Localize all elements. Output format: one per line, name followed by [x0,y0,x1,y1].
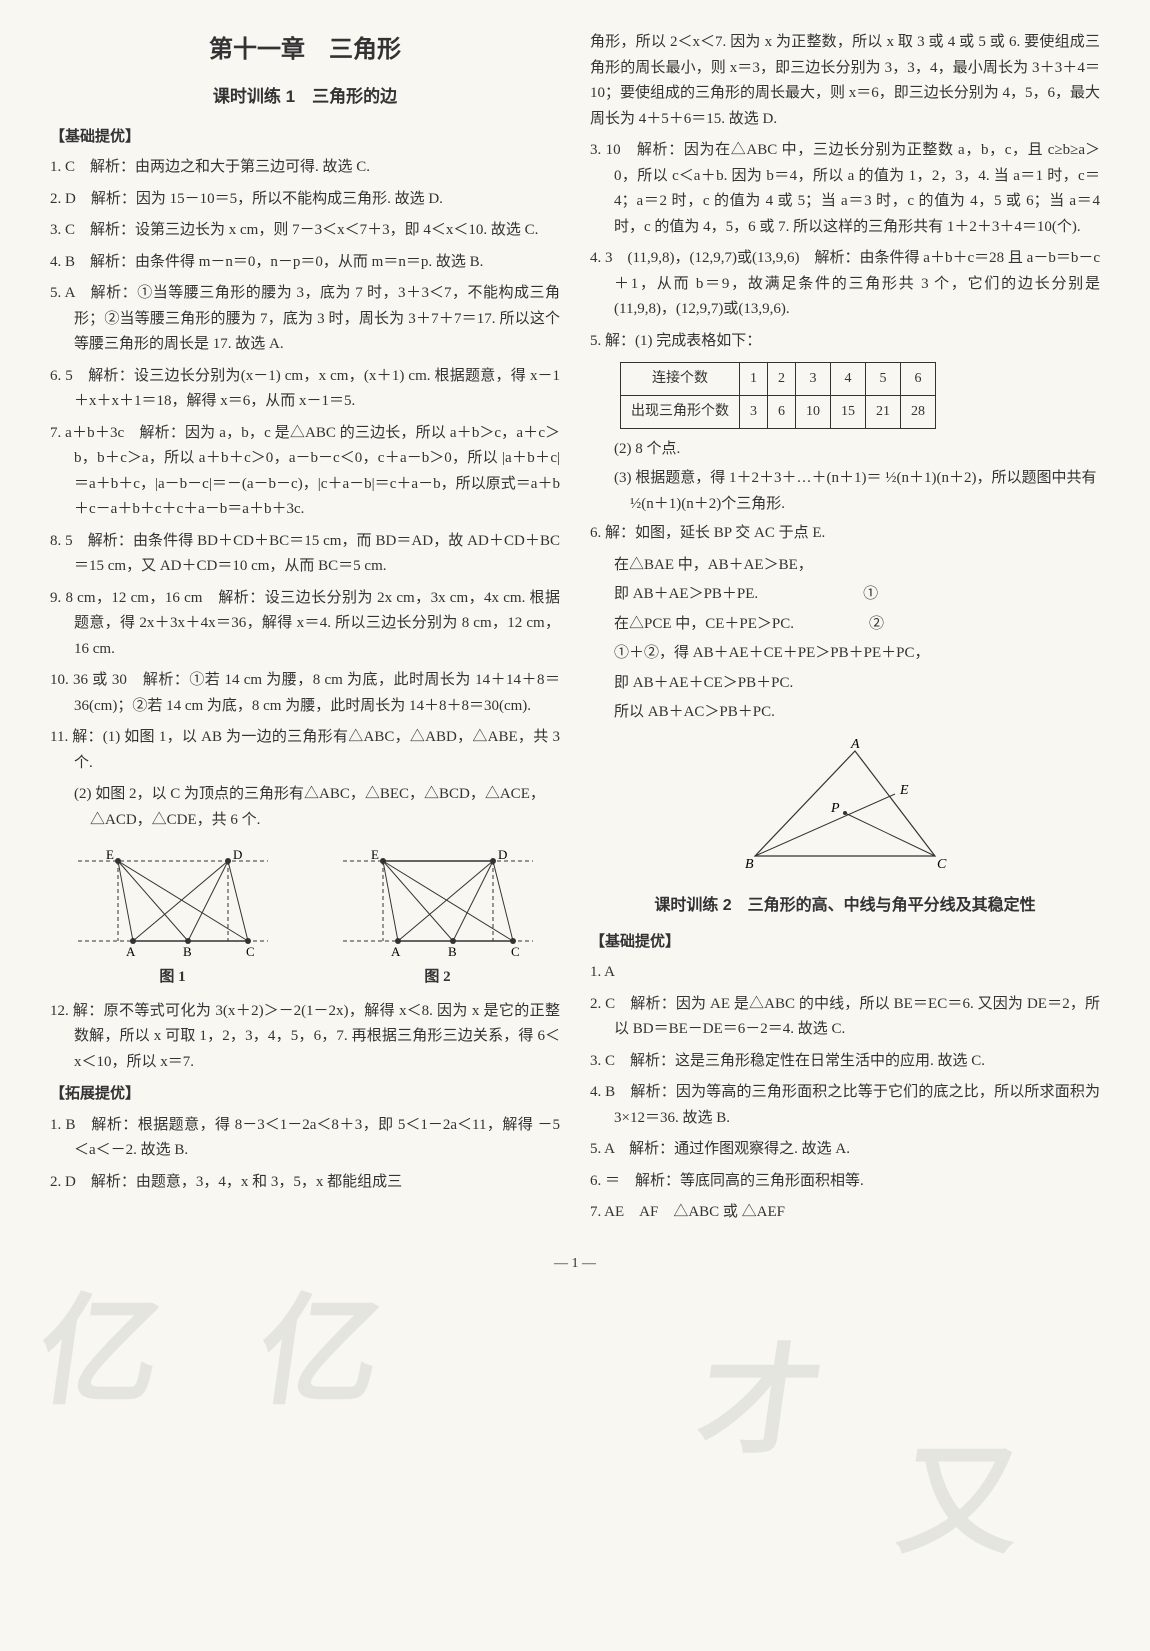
lesson-title: 课时训练 1 三角形的边 [50,83,560,112]
figure-label: 图 2 [315,965,560,991]
answer-subitem: 在△BAE 中，AB＋AE＞BE， [590,553,1100,579]
watermark-char: 亿 [26,1250,175,1454]
left-column: 第十一章 三角形 课时训练 1 三角形的边 【基础提优】 1. C 解析：由两边… [50,30,560,1232]
answer-subitem: 即 AB＋AE＞PB＋PE. ① [590,582,1100,608]
table-cell: 5 [866,363,901,396]
svg-text:B: B [745,857,754,872]
answer-item: 2. D 解析：由题意，3，4，x 和 3，5，x 都能组成三 [50,1170,560,1196]
answer-item: 10. 36 或 30 解析：①若 14 cm 为腰，8 cm 为底，此时周长为… [50,668,560,719]
section-header-basic: 【基础提优】 [50,124,560,150]
svg-text:B: B [183,944,192,959]
table-cell: 4 [831,363,866,396]
svg-text:B: B [448,944,457,959]
answer-item: 3. C 解析：这是三角形稳定性在日常生活中的应用. 故选 C. [590,1049,1100,1075]
table-row: 连接个数 1 2 3 4 5 6 [621,363,936,396]
svg-text:A: A [126,944,136,959]
table-cell: 2 [768,363,796,396]
page-number: — 1 — [50,1252,1100,1276]
watermark-char: 才 [686,1300,835,1504]
answer-item: 2. C 解析：因为 AE 是△ABC 的中线，所以 BE＝EC＝6. 又因为 … [590,992,1100,1043]
section-header-basic: 【基础提优】 [590,929,1100,955]
section-header-ext: 【拓展提优】 [50,1081,560,1107]
answer-item: 5. 解：(1) 完成表格如下： [590,329,1100,355]
chapter-title: 第十一章 三角形 [50,30,560,71]
answer-item: 5. A 解析：①当等腰三角形的腰为 3，底为 7 时，3＋3＜7，不能构成三角… [50,281,560,358]
answer-item: 8. 5 解析：由条件得 BD＋CD＋BC＝15 cm，而 BD＝AD，故 AD… [50,529,560,580]
answer-item: 7. AE AF △ABC 或 △AEF [590,1200,1100,1226]
answer-item: 6. 解：如图，延长 BP 交 AC 于点 E. [590,521,1100,547]
svg-text:C: C [246,944,255,959]
table-cell: 10 [796,395,831,428]
table-cell: 出现三角形个数 [621,395,740,428]
answer-item: 2. D 解析：因为 15－10＝5，所以不能构成三角形. 故选 D. [50,187,560,213]
answer-subitem: 所以 AB＋AC＞PB＋PC. [590,700,1100,726]
table-row: 出现三角形个数 3 6 10 15 21 28 [621,395,936,428]
answer-subitem: (2) 如图 2，以 C 为顶点的三角形有△ABC，△BEC，△BCD，△ACE… [50,782,560,833]
answer-item: 1. C 解析：由两边之和大于第三边可得. 故选 C. [50,155,560,181]
answer-item: 4. B 解析：由条件得 m－n＝0，n－p＝0，从而 m＝n＝p. 故选 B. [50,250,560,276]
page-content: 第十一章 三角形 课时训练 1 三角形的边 【基础提优】 1. C 解析：由两边… [50,30,1100,1232]
answer-item: 12. 解：原不等式可化为 3(x＋2)＞－2(1－2x)，解得 x＜8. 因为… [50,999,560,1076]
svg-text:E: E [899,783,909,798]
answer-item: 11. 解：(1) 如图 1，以 AB 为一边的三角形有△ABC，△ABD，△A… [50,725,560,776]
answer-subitem: 在△PCE 中，CE＋PE＞PC. ② [590,612,1100,638]
svg-text:E: E [371,847,379,862]
answer-item: 1. B 解析：根据题意，得 8－3＜1－2a＜8＋3，即 5＜1－2a＜11，… [50,1113,560,1164]
answer-item: 6. 5 解析：设三边长分别为(x－1) cm，x cm，(x＋1) cm. 根… [50,364,560,415]
figure-2: E D A B C 图 2 [315,841,560,991]
watermark-char: 又 [886,1400,1035,1604]
table-cell: 连接个数 [621,363,740,396]
table-cell: 3 [740,395,768,428]
svg-text:A: A [391,944,401,959]
triangle-diagram: A B C E P [590,736,1100,876]
figure-1: E D A B C 图 1 [50,841,295,991]
table-cell: 6 [901,363,936,396]
answer-subitem: 即 AB＋AE＋CE＞PB＋PC. [590,671,1100,697]
figure-label: 图 1 [50,965,295,991]
triangle-count-table: 连接个数 1 2 3 4 5 6 出现三角形个数 3 6 10 15 21 28 [620,362,1100,429]
answer-subitem: ①＋②，得 AB＋AE＋CE＋PE＞PB＋PE＋PC， [590,641,1100,667]
svg-text:P: P [830,801,840,816]
answer-subitem: (2) 8 个点. [590,437,1100,463]
table-cell: 6 [768,395,796,428]
answer-item: 3. C 解析：设第三边长为 x cm，则 7－3＜x＜7＋3，即 4＜x＜10… [50,218,560,244]
answer-item: 1. A [590,960,1100,986]
answer-subitem: (3) 根据题意，得 1＋2＋3＋…＋(n＋1)＝ ½(n＋1)(n＋2)，所以… [590,466,1100,517]
answer-item: 3. 10 解析：因为在△ABC 中，三边长分别为正整数 a，b，c，且 c≥b… [590,138,1100,240]
answer-item: 4. 3 (11,9,8)，(12,9,7)或(13,9,6) 解析：由条件得 … [590,246,1100,323]
answer-item: 5. A 解析：通过作图观察得之. 故选 A. [590,1137,1100,1163]
answer-item: 6. ＝ 解析：等底同高的三角形面积相等. [590,1169,1100,1195]
table-cell: 3 [796,363,831,396]
figure-pair: E D A B C 图 1 [50,841,560,991]
watermark-char: 亿 [246,1250,395,1454]
table-cell: 21 [866,395,901,428]
right-column: 角形，所以 2＜x＜7. 因为 x 为正整数，所以 x 取 3 或 4 或 5 … [590,30,1100,1232]
answer-item: 9. 8 cm，12 cm，16 cm 解析：设三边长分别为 2x cm，3x … [50,586,560,663]
table-cell: 1 [740,363,768,396]
svg-text:D: D [233,847,242,862]
table-cell: 15 [831,395,866,428]
answer-item: 7. a＋b＋3c 解析：因为 a，b，c 是△ABC 的三边长，所以 a＋b＞… [50,421,560,523]
svg-text:E: E [106,847,114,862]
svg-text:D: D [498,847,507,862]
table-cell: 28 [901,395,936,428]
answer-item: 4. B 解析：因为等高的三角形面积之比等于它们的底之比，所以所求面积为 3×1… [590,1080,1100,1131]
answer-item: 角形，所以 2＜x＜7. 因为 x 为正整数，所以 x 取 3 或 4 或 5 … [590,30,1100,132]
lesson-title-2: 课时训练 2 三角形的高、中线与角平分线及其稳定性 [590,892,1100,919]
svg-text:A: A [850,737,860,752]
svg-text:C: C [937,857,947,872]
svg-text:C: C [511,944,520,959]
